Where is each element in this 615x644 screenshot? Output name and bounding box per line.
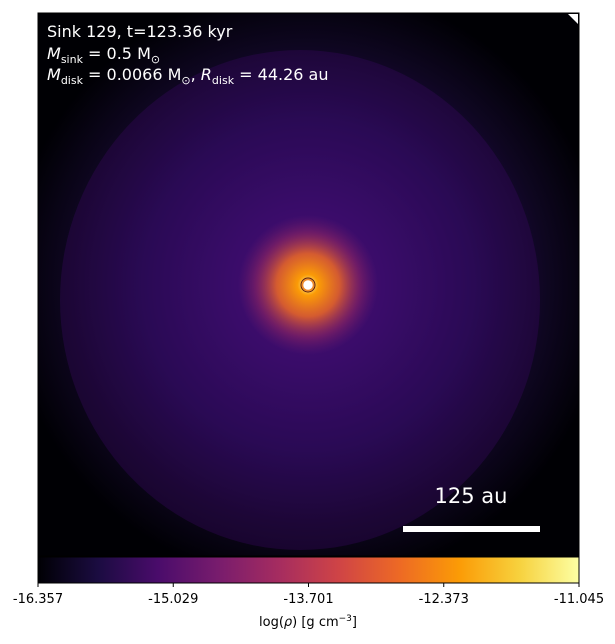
- scale-bar-line: [403, 526, 540, 532]
- colorbar-tick-label: -11.045: [554, 592, 604, 607]
- sink-marker-outline: [300, 277, 316, 293]
- sink-marker: [301, 278, 315, 292]
- colorbar-tick-label: -12.373: [419, 592, 469, 607]
- scale-bar: 125 au: [403, 484, 540, 532]
- colorbar-label: log(ρ) [g cm−3]: [259, 614, 357, 630]
- colorbar-tick-label: -16.357: [13, 592, 63, 607]
- title-line-2: Msink = 0.5 M⊙: [47, 44, 160, 66]
- title-line-3: Mdisk = 0.0066 M⊙, Rdisk = 44.26 au: [47, 65, 328, 87]
- title-line-1: Sink 129, t=123.36 kyr: [47, 22, 233, 41]
- annotation-block: Sink 129, t=123.36 kyr Msink = 0.5 M⊙ Md…: [47, 22, 328, 87]
- map-frame: [37, 12, 580, 557]
- colorbar-tick-label: -15.029: [148, 592, 198, 607]
- colorbar-gradient: [37, 556, 580, 584]
- colorbar-tick-label: -13.701: [283, 592, 333, 607]
- corner-mark: [568, 14, 578, 24]
- colorbar-ticks: -16.357 -15.029 -13.701 -12.373 -11.045: [13, 583, 604, 607]
- scale-bar-label: 125 au: [435, 484, 508, 508]
- colorbar: -16.357 -15.029 -13.701 -12.373 -11.045 log(…: [13, 556, 604, 630]
